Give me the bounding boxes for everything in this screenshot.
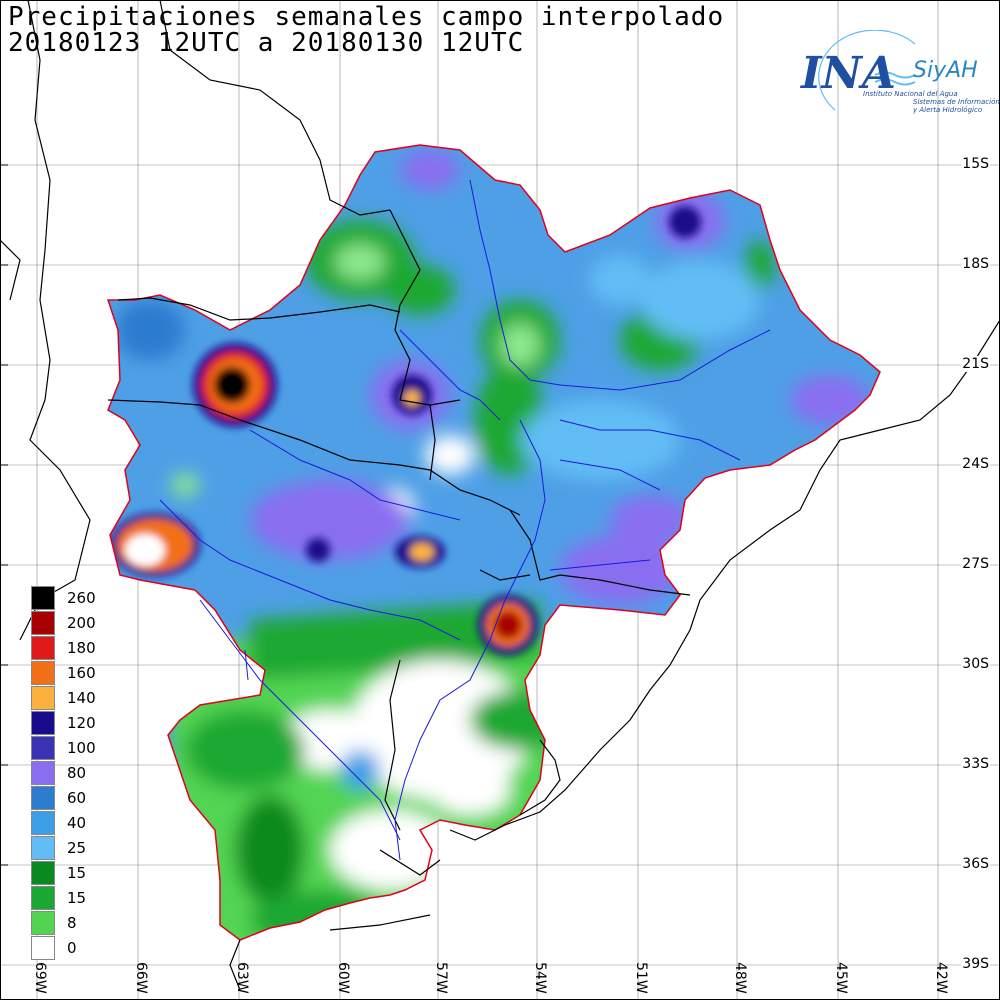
lat-label-33s: 33S (961, 756, 990, 772)
legend-swatch (31, 610, 55, 635)
logo-subtitle-institute: Instituto Nacional del Agua (863, 90, 958, 98)
legend-swatch (31, 735, 55, 760)
legend-label: 25 (67, 838, 87, 857)
legend-swatch (31, 935, 55, 960)
legend-item: 200 (31, 610, 107, 635)
legend-label: 15 (67, 863, 87, 882)
legend-label: 0 (67, 938, 77, 957)
lat-label-30s: 30S (961, 656, 990, 672)
legend-swatch (31, 760, 55, 785)
lon-label-48w: 48W (732, 962, 748, 994)
lon-label-54w: 54W (532, 962, 548, 994)
legend-item: 120 (31, 710, 107, 735)
legend-swatch (31, 810, 55, 835)
legend-item: 25 (31, 835, 107, 860)
lon-label-60w: 60W (335, 962, 351, 994)
lon-label-42w: 42W (933, 962, 949, 994)
lon-label-45w: 45W (833, 962, 849, 994)
map-title: Precipitaciones semanales campo interpol… (8, 2, 725, 32)
legend-swatch (31, 885, 55, 910)
legend-label: 160 (67, 663, 96, 682)
lat-label-15s: 15S (961, 156, 990, 172)
legend-item: 160 (31, 660, 107, 685)
legend-swatch (31, 585, 55, 610)
legend-item: 15 (31, 885, 107, 910)
legend-swatch (31, 635, 55, 660)
lat-ticks (0, 164, 8, 866)
legend-item: 60 (31, 785, 107, 810)
rivers (159, 179, 771, 861)
legend-label: 100 (67, 738, 96, 757)
lat-label-27s: 27S (961, 556, 990, 572)
lat-label-21s: 21S (961, 356, 990, 372)
legend-item: 80 (31, 760, 107, 785)
legend-swatch (31, 785, 55, 810)
legend-swatch (31, 910, 55, 935)
legend-swatch (31, 685, 55, 710)
legend-label: 120 (67, 713, 96, 732)
legend-item: 8 (31, 910, 107, 935)
legend-swatch (31, 660, 55, 685)
legend-swatch (31, 835, 55, 860)
legend-label: 80 (67, 763, 87, 782)
legend-label: 180 (67, 638, 96, 657)
lat-label-39s: 39S (961, 956, 990, 972)
lon-label-66w: 66W (133, 962, 149, 994)
logo-subtitle-system: Sistemas de Información y Alerta Hidroló… (913, 98, 1000, 114)
legend-item: 180 (31, 635, 107, 660)
legend-item: 15 (31, 860, 107, 885)
legend-item: 100 (31, 735, 107, 760)
lat-label-36s: 36S (961, 856, 990, 872)
legend-label: 260 (67, 588, 96, 607)
lat-label-18s: 18S (961, 256, 990, 272)
map-date-range: 20180123 12UTC a 20180130 12UTC (8, 28, 525, 58)
legend-label: 60 (67, 788, 87, 807)
legend-item: 0 (31, 935, 107, 960)
lat-label-24s: 24S (961, 456, 990, 472)
legend-item: 40 (31, 810, 107, 835)
legend-label: 140 (67, 688, 96, 707)
legend-swatch (31, 860, 55, 885)
lon-label-51w: 51W (633, 962, 649, 994)
lon-label-69w: 69W (32, 962, 48, 994)
logo-siyah-text: SiyAH (913, 58, 978, 83)
legend-item: 140 (31, 685, 107, 710)
lon-label-63w: 63W (234, 962, 250, 994)
legend-swatch (31, 710, 55, 735)
legend-label: 15 (67, 888, 87, 907)
precipitation-legend: 260 200 180 160 140 120 100 80 60 40 25 15 15 8 0 (31, 585, 107, 960)
legend-item: 260 (31, 585, 107, 610)
legend-label: 8 (67, 913, 77, 932)
legend-label: 200 (67, 613, 96, 632)
lon-label-57w: 57W (433, 962, 449, 994)
logo-ina-text: INA (801, 48, 896, 99)
ina-siyah-logo: INA SiyAH Instituto Nacional del Agua Si… (795, 30, 1000, 125)
legend-label: 40 (67, 813, 87, 832)
